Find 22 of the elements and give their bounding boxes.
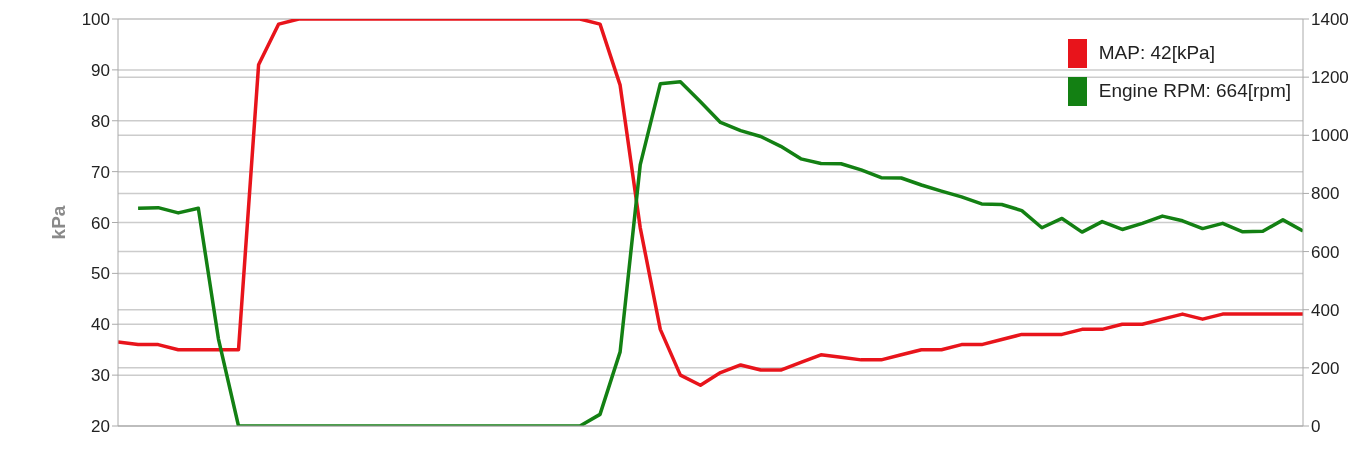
y-tick-label: 40 <box>91 315 110 335</box>
y2-tick-label: 0 <box>1311 417 1321 437</box>
y-tick-label: 100 <box>81 10 110 30</box>
y2-tick-label: 600 <box>1311 242 1340 262</box>
legend-label: MAP: 42[kPa] <box>1098 42 1215 64</box>
line-series <box>118 19 1303 388</box>
line-series <box>136 80 1303 426</box>
y2-tick-label: 1200 <box>1311 68 1349 88</box>
y-tick-label: 30 <box>91 366 110 386</box>
y2-tick-label: 400 <box>1311 300 1340 320</box>
y-tick-label: 60 <box>91 213 110 233</box>
y-axis-title: kPa <box>47 205 69 240</box>
legend-label: Engine RPM: 664[rpm] <box>1098 80 1291 102</box>
y-tick-label: 20 <box>91 417 110 437</box>
y-tick-label: 80 <box>91 111 110 131</box>
y2-tick-label: 1000 <box>1311 126 1349 146</box>
y-tick-label: 90 <box>91 60 110 80</box>
y-tick-label: 70 <box>91 162 110 182</box>
y2-tick-label: 200 <box>1311 358 1340 378</box>
y-tick-label: 50 <box>91 264 110 284</box>
y2-tick-label: 1400 <box>1311 10 1349 30</box>
y2-tick-label: 800 <box>1311 184 1340 204</box>
